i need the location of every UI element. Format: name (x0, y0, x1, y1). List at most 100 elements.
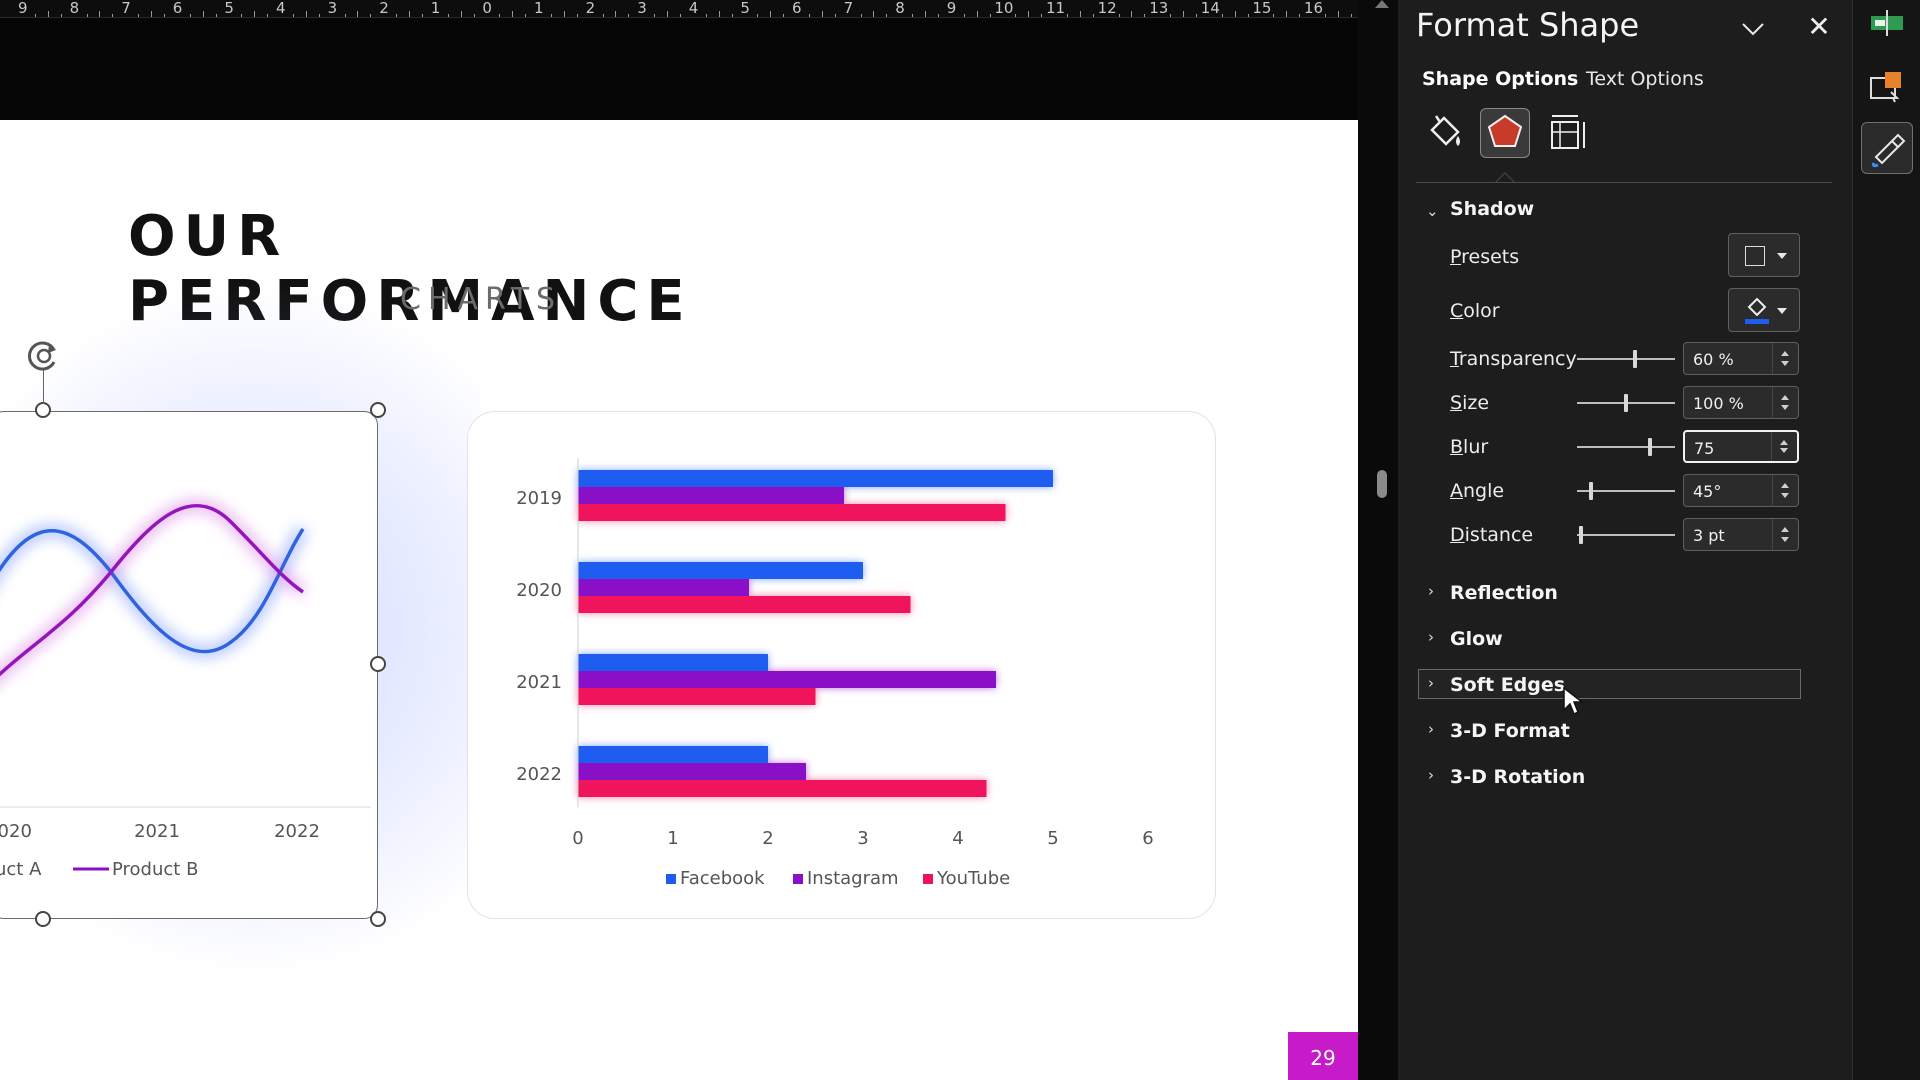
chevron-right-icon[interactable]: › (1428, 582, 1434, 600)
spin-up-icon[interactable] (1780, 440, 1788, 445)
spin-up-icon[interactable] (1781, 483, 1789, 488)
resize-handle-bottom-right[interactable] (370, 911, 386, 927)
tab-text-options[interactable]: Text Options (1586, 68, 1704, 90)
chevron-right-icon[interactable]: › (1428, 720, 1434, 738)
caret-down-icon (1777, 253, 1787, 259)
effects-icon[interactable] (1480, 108, 1530, 158)
legend-swatch (793, 874, 803, 884)
angle-spinner[interactable]: 45° (1683, 474, 1799, 507)
ruler-number: 12 (1097, 0, 1117, 17)
chevron-right-icon[interactable]: › (1428, 766, 1434, 784)
spin-down-icon[interactable] (1781, 405, 1789, 410)
spin-arrows[interactable] (1771, 432, 1797, 461)
vertical-scrollbar[interactable] (1358, 0, 1398, 1080)
fill-line-icon[interactable] (1420, 108, 1470, 158)
soft-edges-row-hover[interactable] (1418, 669, 1801, 699)
ruler-tick (925, 11, 926, 17)
scroll-up-arrow-icon[interactable] (1375, 0, 1389, 8)
ruler-tick (1041, 14, 1043, 17)
size-slider[interactable] (1577, 394, 1675, 412)
chevron-right-icon[interactable]: › (1428, 674, 1434, 692)
chevron-right-icon[interactable]: › (1428, 628, 1434, 646)
x-tick-label: 5 (1047, 828, 1058, 849)
bar-chart-card[interactable]: 2019 2020 2021 2022 0 1 2 3 4 5 6 Facebook Inst… (467, 411, 1216, 919)
ruler-tick (267, 14, 269, 17)
resize-handle-top-right[interactable] (370, 402, 386, 418)
angle-slider[interactable] (1577, 482, 1675, 500)
spin-arrows[interactable] (1772, 343, 1798, 374)
chevron-down-icon[interactable] (1738, 14, 1768, 44)
spin-down-icon[interactable] (1781, 537, 1789, 542)
ruler-number: 8 (69, 0, 80, 17)
spin-arrows[interactable] (1772, 519, 1798, 550)
blur-value[interactable]: 75 (1694, 439, 1715, 458)
transparency-slider[interactable] (1577, 350, 1675, 368)
ruler-tick (1131, 11, 1133, 17)
slider-thumb[interactable] (1648, 438, 1652, 456)
ruler-tick (602, 14, 604, 17)
chevron-down-icon[interactable]: ⌄ (1426, 202, 1439, 220)
size-properties-icon[interactable] (1540, 108, 1590, 158)
angle-value[interactable]: 45° (1693, 482, 1722, 501)
slider-thumb[interactable] (1579, 526, 1583, 544)
ruler-tick (654, 14, 656, 17)
section-soft-edges[interactable]: Soft Edges (1450, 674, 1566, 696)
ruler-tick (1079, 11, 1081, 17)
format-shape-rail-button[interactable] (1861, 122, 1913, 174)
ruler-tick (370, 14, 372, 17)
resize-handle-right[interactable] (370, 656, 386, 672)
size-value[interactable]: 100 % (1693, 394, 1744, 413)
blur-slider[interactable] (1577, 438, 1675, 456)
slider-thumb[interactable] (1589, 482, 1593, 500)
format-picture-icon[interactable] (1861, 62, 1913, 114)
transparency-value[interactable]: 60 % (1693, 350, 1734, 369)
line-chart-card[interactable]: 2020 2021 2022 uct A Product B (0, 411, 378, 919)
resize-handle-bottom-left[interactable] (35, 911, 51, 927)
ruler-tick (460, 11, 462, 17)
ruler-tick (1273, 14, 1275, 17)
distance-slider[interactable] (1577, 526, 1675, 544)
x-tick-label: 4 (952, 828, 963, 849)
spin-arrows[interactable] (1772, 475, 1798, 506)
section-3d-format[interactable]: 3-D Format (1450, 720, 1570, 742)
category-label: 2020 (516, 580, 562, 601)
slide-title[interactable]: OUR PERFORMANCE (128, 204, 685, 334)
distance-spinner[interactable]: 3 pt (1683, 518, 1799, 551)
section-glow[interactable]: Glow (1450, 628, 1503, 650)
rotate-handle-icon[interactable] (24, 336, 64, 376)
blur-spinner[interactable]: 75 (1683, 430, 1799, 463)
spin-arrows[interactable] (1772, 387, 1798, 418)
spin-down-icon[interactable] (1780, 448, 1788, 453)
presets-dropdown[interactable] (1728, 233, 1800, 277)
spin-up-icon[interactable] (1781, 351, 1789, 356)
designer-icon[interactable] (1861, 2, 1913, 54)
distance-value[interactable]: 3 pt (1693, 526, 1725, 545)
color-dropdown[interactable] (1728, 288, 1800, 332)
ruler-tick (254, 11, 256, 17)
ruler-tick (1144, 14, 1146, 17)
ruler-tick (770, 11, 772, 17)
section-3d-rotation[interactable]: 3-D Rotation (1450, 766, 1586, 788)
slider-thumb[interactable] (1624, 394, 1628, 412)
close-icon[interactable]: ✕ (1807, 11, 1831, 42)
slide-canvas[interactable]: OUR PERFORMANCE CHARTS 2020 2021 (0, 120, 1358, 1080)
section-reflection[interactable]: Reflection (1450, 582, 1558, 604)
spin-down-icon[interactable] (1781, 493, 1789, 498)
x-tick-label: 1 (667, 828, 678, 849)
slide-subtitle[interactable]: CHARTS (400, 282, 563, 317)
ruler-number: 14 (1200, 0, 1220, 17)
spin-up-icon[interactable] (1781, 395, 1789, 400)
legend-label-b: Product B (112, 859, 198, 880)
ruler-tick (628, 14, 630, 17)
tab-shape-options[interactable]: Shape Options (1422, 68, 1579, 90)
scrollbar-thumb[interactable] (1377, 470, 1387, 498)
ruler-tick (1350, 14, 1352, 17)
section-shadow[interactable]: Shadow (1450, 198, 1535, 220)
legend-label: Facebook (680, 868, 765, 889)
transparency-spinner[interactable]: 60 % (1683, 342, 1799, 375)
spin-up-icon[interactable] (1781, 527, 1789, 532)
slider-thumb[interactable] (1633, 350, 1637, 368)
spin-down-icon[interactable] (1781, 361, 1789, 366)
resize-handle-top-left[interactable] (35, 402, 51, 418)
size-spinner[interactable]: 100 % (1683, 386, 1799, 419)
